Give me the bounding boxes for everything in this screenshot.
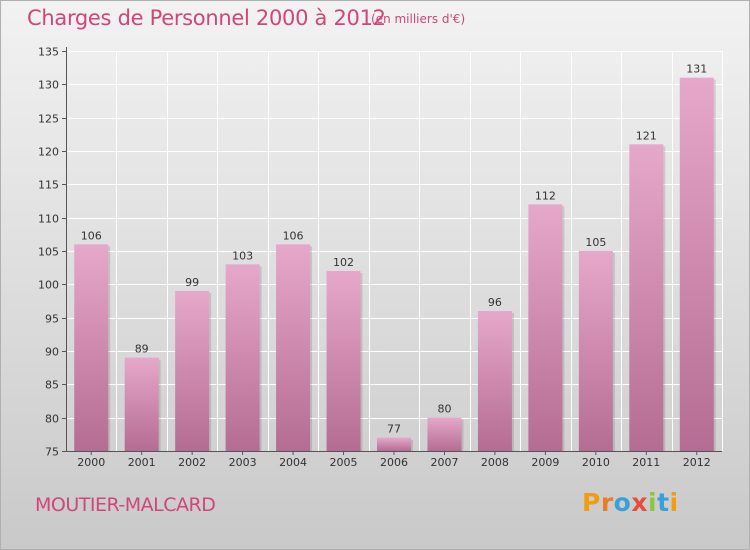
data-label: 121 — [636, 129, 657, 142]
y-tick-label: 115 — [38, 179, 59, 192]
x-tick-label: 2011 — [632, 456, 660, 469]
data-label: 131 — [686, 63, 707, 76]
data-label: 105 — [585, 236, 606, 249]
x-tick-label: 2012 — [683, 456, 711, 469]
y-tick-label: 100 — [38, 279, 59, 292]
logo-letter: P — [582, 488, 601, 517]
x-tick-label: 2009 — [531, 456, 559, 469]
y-tick-label: 80 — [45, 413, 59, 426]
x-tick-label: 2006 — [380, 456, 408, 469]
logo-letter: x — [631, 488, 648, 517]
y-tick-label: 130 — [38, 79, 59, 92]
y-tick-label: 75 — [45, 446, 59, 459]
logo-letter: r — [600, 488, 614, 517]
x-tick-label: 2008 — [481, 456, 509, 469]
x-tick-label: 2002 — [178, 456, 206, 469]
grid-lines — [66, 51, 723, 452]
data-label: 99 — [185, 276, 199, 289]
data-label: 102 — [333, 256, 354, 269]
logo-letter: i — [669, 488, 679, 517]
data-label: 112 — [535, 189, 556, 202]
y-tick-label: 105 — [38, 246, 59, 259]
x-tick-label: 2004 — [279, 456, 307, 469]
y-tick-label: 95 — [45, 313, 59, 326]
x-tick-label: 2003 — [229, 456, 257, 469]
x-tick-label: 2000 — [77, 456, 105, 469]
proxiti-logo[interactable]: Proxiti — [582, 488, 679, 517]
bar — [276, 244, 311, 451]
data-label: 96 — [488, 296, 502, 309]
bar — [477, 311, 512, 451]
bar — [528, 204, 563, 451]
x-tick-label: 2005 — [330, 456, 358, 469]
data-label: 106 — [283, 229, 304, 242]
bar — [225, 264, 260, 451]
chart-title: Charges de Personnel 2000 à 2012 — [27, 6, 386, 30]
bar — [175, 291, 210, 451]
bar — [578, 251, 613, 451]
y-tick-label: 120 — [38, 146, 59, 159]
bar — [427, 417, 462, 451]
logo-letter: o — [613, 488, 632, 517]
data-label: 89 — [135, 343, 149, 356]
x-tick-label: 2010 — [582, 456, 610, 469]
data-label: 80 — [437, 403, 451, 416]
data-label: 77 — [387, 423, 401, 436]
bar — [629, 144, 664, 452]
data-label: 103 — [232, 249, 253, 262]
data-labels: 106 89 99 103 106 102 77 80 96 112 105 121 131 — [81, 63, 708, 436]
data-label: 106 — [81, 229, 102, 242]
bar — [74, 244, 109, 451]
commune-name: MOUTIER-MALCARD — [35, 494, 216, 516]
x-tick-label: 2001 — [128, 456, 156, 469]
bar — [679, 77, 714, 452]
axes: 75 80 85 90 95 100 105 110 115 120 125 130 135 2000 20… — [38, 46, 722, 469]
chart-subtitle: (en milliers d'€) — [371, 12, 466, 26]
y-tick-label: 85 — [45, 379, 59, 392]
bars — [74, 77, 716, 452]
y-tick-label: 110 — [38, 213, 59, 226]
bar — [377, 437, 411, 451]
y-tick-label: 90 — [45, 346, 59, 359]
y-tick-label: 135 — [38, 46, 59, 59]
logo-letter: i — [648, 488, 658, 517]
x-tick-label: 2007 — [430, 456, 458, 469]
logo-letter: t — [657, 488, 670, 517]
bar — [124, 357, 159, 451]
y-tick-label: 125 — [38, 113, 59, 126]
bar — [326, 271, 361, 451]
